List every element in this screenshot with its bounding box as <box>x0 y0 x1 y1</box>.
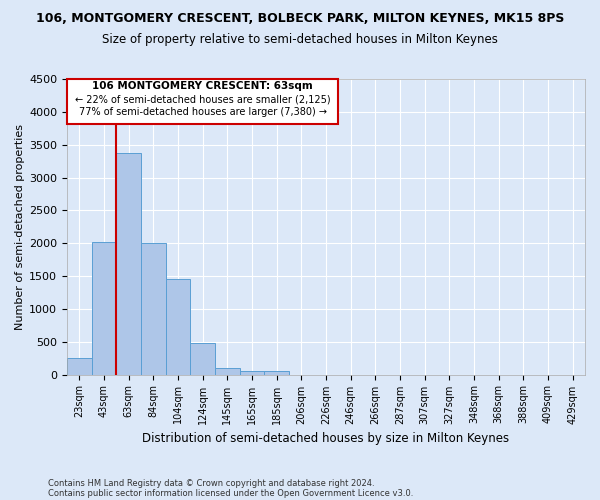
Bar <box>239 370 265 374</box>
Bar <box>215 368 239 374</box>
Text: 106, MONTGOMERY CRESCENT, BOLBECK PARK, MILTON KEYNES, MK15 8PS: 106, MONTGOMERY CRESCENT, BOLBECK PARK, … <box>36 12 564 26</box>
X-axis label: Distribution of semi-detached houses by size in Milton Keynes: Distribution of semi-detached houses by … <box>142 432 509 445</box>
Text: 106 MONTGOMERY CRESCENT: 63sqm: 106 MONTGOMERY CRESCENT: 63sqm <box>92 81 313 91</box>
Bar <box>190 343 215 374</box>
Text: Contains HM Land Registry data © Crown copyright and database right 2024.: Contains HM Land Registry data © Crown c… <box>48 478 374 488</box>
Bar <box>67 358 92 374</box>
Text: Size of property relative to semi-detached houses in Milton Keynes: Size of property relative to semi-detach… <box>102 32 498 46</box>
Text: 77% of semi-detached houses are larger (7,380) →: 77% of semi-detached houses are larger (… <box>79 107 326 117</box>
Bar <box>141 242 166 374</box>
Bar <box>92 242 116 374</box>
Bar <box>265 372 289 374</box>
Y-axis label: Number of semi-detached properties: Number of semi-detached properties <box>15 124 25 330</box>
FancyBboxPatch shape <box>67 79 338 124</box>
Text: ← 22% of semi-detached houses are smaller (2,125): ← 22% of semi-detached houses are smalle… <box>75 94 331 104</box>
Bar <box>116 153 141 374</box>
Bar <box>166 278 190 374</box>
Text: Contains public sector information licensed under the Open Government Licence v3: Contains public sector information licen… <box>48 488 413 498</box>
